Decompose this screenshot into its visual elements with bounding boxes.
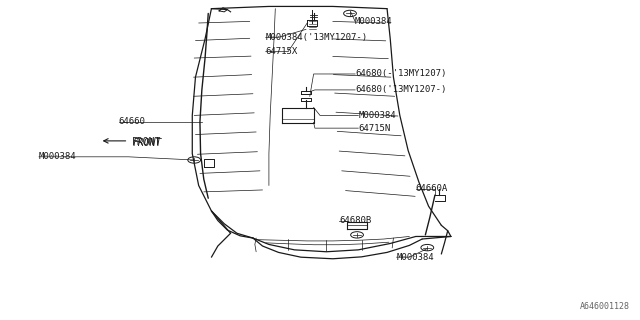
Text: FRONT: FRONT [132,138,161,148]
Text: 64680('13MY1207-): 64680('13MY1207-) [355,85,447,94]
Text: 64680(-'13MY1207): 64680(-'13MY1207) [355,69,447,78]
Text: M000384: M000384 [39,152,77,161]
Text: 64660A: 64660A [416,184,448,193]
Text: M000384: M000384 [358,111,396,120]
Text: 64715N: 64715N [358,124,390,132]
Text: M000384: M000384 [355,17,393,26]
Text: 64680B: 64680B [339,216,371,225]
Text: A646001128: A646001128 [580,302,630,311]
Text: M000384: M000384 [397,253,435,262]
Text: 64715X: 64715X [266,47,298,56]
Text: FRONT: FRONT [132,138,162,148]
Text: M000384('13MY1207-): M000384('13MY1207-) [266,33,368,42]
Text: 64660: 64660 [119,117,146,126]
